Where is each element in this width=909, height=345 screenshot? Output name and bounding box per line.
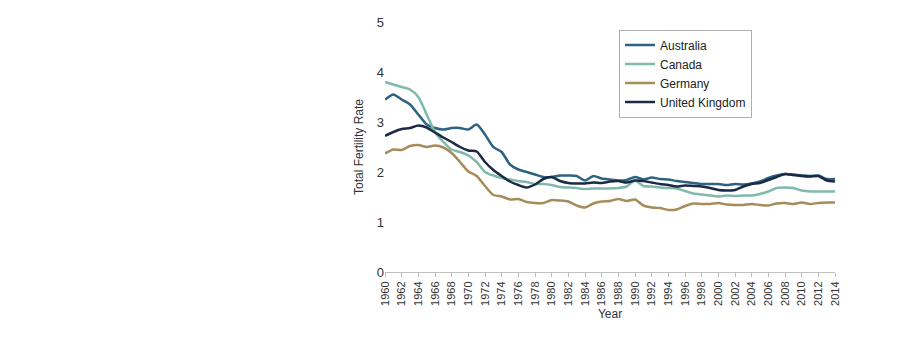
svg-text:United Kingdom: United Kingdom (660, 96, 745, 110)
svg-text:0: 0 (377, 265, 384, 280)
svg-text:Year: Year (598, 307, 622, 321)
svg-text:3: 3 (377, 115, 384, 130)
svg-text:Germany: Germany (660, 77, 709, 91)
svg-text:1998: 1998 (695, 281, 707, 305)
svg-text:2012: 2012 (812, 281, 824, 305)
svg-text:1966: 1966 (429, 281, 441, 305)
svg-text:1960: 1960 (379, 281, 391, 305)
svg-text:2: 2 (377, 165, 384, 180)
svg-text:1992: 1992 (645, 281, 657, 305)
svg-text:2008: 2008 (779, 281, 791, 305)
svg-text:2000: 2000 (712, 281, 724, 305)
svg-text:1986: 1986 (595, 281, 607, 305)
svg-text:5: 5 (377, 15, 384, 30)
svg-text:2014: 2014 (829, 281, 841, 305)
svg-text:1978: 1978 (529, 281, 541, 305)
svg-text:1974: 1974 (495, 281, 507, 305)
svg-text:1984: 1984 (579, 281, 591, 305)
svg-text:2006: 2006 (762, 281, 774, 305)
svg-text:1976: 1976 (512, 281, 524, 305)
svg-text:1: 1 (377, 215, 384, 230)
svg-text:1990: 1990 (629, 281, 641, 305)
svg-text:1972: 1972 (479, 281, 491, 305)
svg-text:1962: 1962 (395, 281, 407, 305)
svg-text:1970: 1970 (462, 281, 474, 305)
svg-text:1964: 1964 (412, 281, 424, 305)
svg-text:1980: 1980 (545, 281, 557, 305)
svg-text:2002: 2002 (729, 281, 741, 305)
svg-text:1968: 1968 (445, 281, 457, 305)
svg-text:4: 4 (377, 65, 384, 80)
svg-text:Total Fertility Rate: Total Fertility Rate (352, 99, 366, 195)
svg-text:Canada: Canada (660, 58, 702, 72)
svg-text:1982: 1982 (562, 281, 574, 305)
svg-text:1996: 1996 (679, 281, 691, 305)
svg-text:Australia: Australia (660, 39, 707, 53)
svg-text:2004: 2004 (745, 281, 757, 305)
svg-text:2010: 2010 (795, 281, 807, 305)
svg-text:1994: 1994 (662, 281, 674, 305)
svg-text:1988: 1988 (612, 281, 624, 305)
